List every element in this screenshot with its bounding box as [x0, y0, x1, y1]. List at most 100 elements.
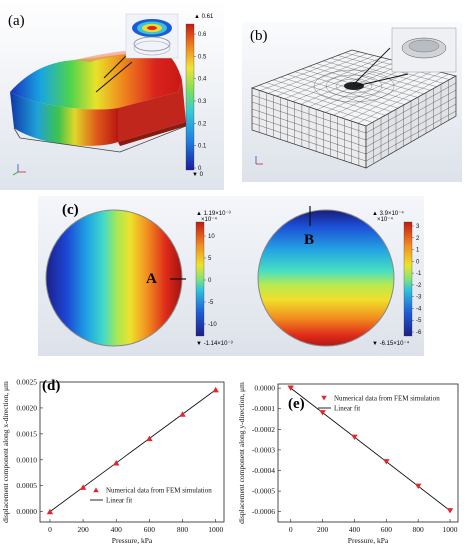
marker-b: B	[304, 232, 315, 248]
right-face	[118, 80, 186, 142]
colorbar-a-tick-label: 0.5	[198, 54, 207, 60]
mesh-line	[341, 70, 434, 119]
y-tick-label: -0.0004	[252, 466, 275, 475]
y-tick-label: -0.0001	[252, 404, 275, 413]
mesh-line	[309, 66, 418, 98]
colorbar-c-right-tick-label: -3	[416, 295, 422, 301]
mesh-line	[366, 110, 456, 162]
data-point	[414, 483, 422, 490]
panel-b-mesh-figure	[242, 22, 462, 182]
x-axis-label: Pressure, kPa	[348, 536, 389, 545]
colorbar-c-left-ticks: 10 5 0 -5 -10	[204, 234, 217, 328]
colorbar-c-left	[195, 221, 205, 337]
colorbar-c-right	[403, 221, 413, 337]
mesh-line	[357, 73, 449, 124]
x-tick-label: 800	[177, 525, 189, 534]
y-tick-label: 0.0005	[16, 481, 37, 490]
mesh-line	[252, 115, 366, 155]
legend-entry-data: Numerical data from FEM simulation	[334, 395, 440, 403]
y-tick-label: -0.0005	[252, 487, 275, 496]
axis-triad-icon	[12, 164, 26, 176]
data-point	[212, 386, 219, 393]
refined-mesh-center	[313, 69, 395, 103]
legend-marker-icon	[93, 487, 99, 493]
x-tick-label: 0	[48, 525, 52, 534]
chart-d-svg: 0 200 400 600 800 1000 0.0000 0.0005 0.0010 0.001…	[0, 372, 230, 550]
x-tick-label: 600	[144, 525, 156, 534]
colorbar-c-right-tick-label: 2	[416, 236, 420, 242]
colorbar-c-right-tick-label: -4	[416, 306, 422, 312]
plot-frame	[277, 383, 459, 523]
data-point	[46, 508, 54, 515]
colorbar-a-max: ▲ 0.61	[194, 14, 214, 20]
y-tick-label: 0.0010	[16, 455, 37, 464]
chart-e-svg: 0 200 400 600 800 1000 0.0000 -0.0001 -0.0002 -0.…	[236, 372, 466, 550]
mesh-line	[325, 66, 419, 113]
data-point	[146, 435, 153, 442]
y-axis-label: displacement component along y-direction…	[237, 382, 246, 524]
data-point	[446, 508, 454, 514]
colorbar-c-right-tick-label: 1	[416, 248, 420, 254]
y-tick-label: -0.0002	[252, 425, 275, 434]
panel-c: 10 5 0 -5 -10 3 2 1 0 -1 -2 -3 -4 -5 -6 (c) A B ▲ 1.1…	[38, 196, 424, 356]
panel-e-label: (e)	[288, 396, 305, 412]
colorbar-a-tick-label: 0.6	[198, 32, 207, 38]
colorbar-a-tick-label: 0.4	[198, 77, 207, 83]
colorbar-c-right-ticks: 3 2 1 0 -1 -2 -3 -4 -5 -6	[412, 224, 422, 336]
panel-d-chart: 0 200 400 600 800 1000 0.0000 0.0005 0.0010 0.001…	[0, 372, 230, 550]
colorbar-a-tick-label: 0.1	[198, 144, 207, 150]
mesh-line	[366, 96, 456, 148]
panel-b: (b)	[242, 22, 462, 182]
x-tick-label: 1000	[208, 525, 223, 534]
linear-fit-line	[290, 387, 451, 512]
colorbar-a	[185, 23, 195, 171]
x-tick-label: 600	[381, 525, 393, 534]
colorbar-c-right-max: ▲ 3.9×10⁻⁴	[372, 211, 404, 217]
disk-x-displacement	[45, 209, 183, 347]
x-tick-label: 400	[349, 525, 361, 534]
panel-a: 0.6 0.5 0.4 0.3 0.2 0.1 0 (a) ▲ 0.61 ▼ 0	[0, 0, 224, 190]
panel-c-label: (c)	[62, 202, 79, 218]
deformed-surface	[10, 50, 182, 110]
colorbar-c-right-tick-label: -5	[416, 318, 422, 324]
x-tick-label: 0	[289, 525, 293, 534]
y-tick-label: 0.0025	[16, 378, 37, 387]
data-point	[351, 434, 358, 441]
mesh-line	[366, 82, 456, 134]
x-tick-label: 200	[317, 525, 329, 534]
data-point	[383, 459, 390, 465]
colorbar-c-left-min: ▼ -1.14×10⁻³	[196, 341, 233, 347]
panel-a-label: (a)	[8, 13, 25, 29]
mesh-line	[366, 89, 456, 141]
mesh-line	[317, 64, 412, 110]
colorbar-a-ticks: 0.6 0.5 0.4 0.3 0.2 0.1 0	[194, 32, 207, 172]
legend-entry-data: Numerical data from FEM simulation	[106, 487, 212, 495]
data-point	[79, 484, 87, 490]
mesh-line	[330, 57, 437, 87]
axis-triad-b-icon	[255, 156, 263, 165]
colorbar-c-right-tick-label: -2	[416, 283, 422, 289]
legend-entry-fit: Linear fit	[334, 405, 360, 413]
colorbar-a-tick-label: 0	[198, 166, 202, 172]
colorbar-c-right-tick-label: -6	[416, 330, 422, 336]
colorbar-c-left-tick-label: -10	[208, 322, 217, 328]
panel-d-label: (d)	[42, 378, 61, 394]
colorbar-a-tick-label: 0.3	[198, 99, 207, 105]
colorbar-c-left-tick-label: 5	[208, 256, 212, 262]
mesh-line	[252, 108, 366, 148]
mesh-line	[252, 94, 366, 134]
data-point	[287, 385, 294, 391]
data-point	[113, 460, 120, 466]
panel-a-figure: 0.6 0.5 0.4 0.3 0.2 0.1 0	[0, 0, 224, 190]
y-tick-label: 0.0000	[16, 507, 37, 516]
mesh-line	[333, 68, 427, 116]
colorbar-c-right-tick-label: 0	[416, 259, 420, 265]
y-tick-label: 0.0015	[16, 429, 37, 438]
colorbar-c-right-scale: ×10⁻⁴	[377, 217, 393, 223]
legend-marker-icon	[321, 395, 327, 401]
x-axis-label: Pressure, kPa	[112, 536, 153, 545]
colorbar-c-right-min: ▼ -6.15×10⁻⁴	[372, 341, 410, 347]
mesh-line	[366, 103, 456, 155]
mesh-line	[323, 60, 431, 91]
mesh-line	[349, 72, 442, 121]
